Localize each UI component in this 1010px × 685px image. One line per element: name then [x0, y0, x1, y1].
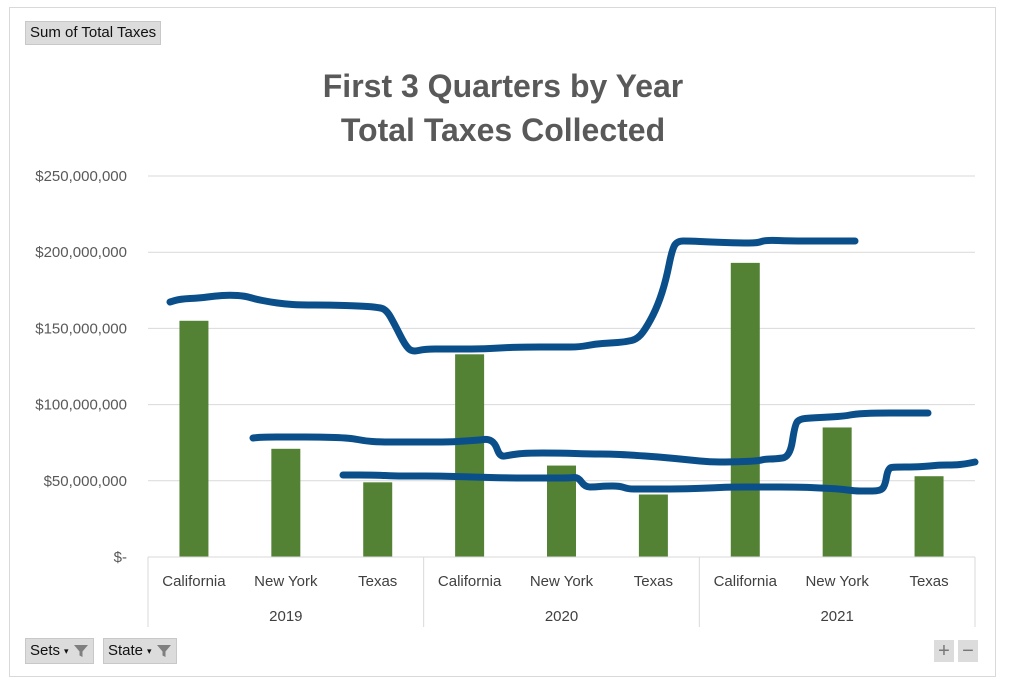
x-group-label: 2021: [820, 608, 853, 625]
state-filter-label: State: [108, 642, 144, 659]
collapse-field-minus-button[interactable]: −: [958, 640, 978, 662]
bar-2020-texas: [638, 494, 668, 557]
y-tick-label: $150,000,000: [35, 320, 127, 337]
x-group-label: 2019: [269, 608, 302, 625]
chart-title-line-2: Total Taxes Collected: [341, 112, 665, 148]
funnel-icon: [73, 645, 88, 658]
x-category-label: Texas: [909, 573, 948, 590]
dropdown-arrow-icon: ▾: [147, 646, 152, 657]
sets-filter-button[interactable]: Sets ▾: [25, 638, 94, 664]
x-category-label: California: [714, 573, 778, 590]
chart-title-line-1: First 3 Quarters by Year: [323, 68, 683, 104]
chart-area: [9, 7, 996, 677]
bar-2021-texas: [914, 476, 944, 557]
x-category-label: New York: [530, 573, 594, 590]
texas-trace: [339, 458, 979, 495]
bar-2019-california: [179, 320, 209, 557]
expand-field-plus-button[interactable]: +: [934, 640, 954, 662]
dropdown-arrow-icon: ▾: [64, 646, 69, 657]
y-tick-label: $100,000,000: [35, 397, 127, 414]
x-category-label: California: [162, 573, 226, 590]
new-york-trace: [249, 409, 932, 466]
x-category-label: California: [438, 573, 502, 590]
state-filter-button[interactable]: State ▾: [103, 638, 177, 664]
y-tick-label: $50,000,000: [44, 473, 127, 490]
x-category-label: New York: [254, 573, 318, 590]
sets-filter-label: Sets: [30, 642, 61, 659]
y-tick-label: $-: [114, 549, 127, 566]
funnel-icon: [156, 645, 171, 658]
california-trace: [166, 236, 859, 355]
bar-2019-new-york: [271, 448, 301, 557]
y-tick-label: $250,000,000: [35, 168, 127, 185]
bar-2019-texas: [363, 482, 393, 557]
bar-2021-california: [730, 262, 760, 557]
x-category-label: Texas: [358, 573, 397, 590]
x-category-label: Texas: [634, 573, 673, 590]
sum-of-total-taxes-field-button[interactable]: Sum of Total Taxes: [25, 21, 162, 45]
y-tick-label: $200,000,000: [35, 244, 127, 261]
x-category-label: New York: [805, 573, 869, 590]
bar-2020-california: [455, 354, 485, 557]
x-group-label: 2020: [545, 608, 578, 625]
